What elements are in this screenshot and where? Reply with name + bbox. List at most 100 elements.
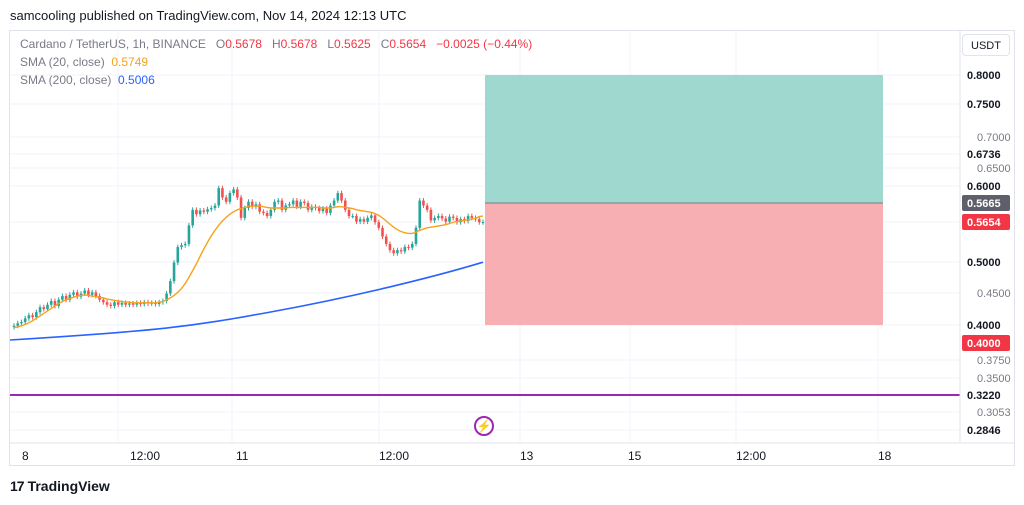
candle-body (247, 201, 250, 208)
candle-body (228, 193, 232, 202)
candle-body (280, 200, 284, 210)
candle-body (455, 217, 459, 223)
candle-body (410, 243, 414, 248)
candle-body (176, 247, 180, 263)
price-badge-bg (962, 387, 1010, 403)
y-tick-label: 0.3053 (977, 407, 1011, 419)
candle-body (477, 219, 481, 223)
price-badge-bg (962, 214, 1010, 230)
candle-body (362, 219, 366, 222)
candle-body (403, 247, 407, 252)
candle-body (232, 189, 235, 194)
candle-body (399, 250, 403, 252)
sma200-line (10, 261, 484, 341)
sma20-line (13, 205, 484, 329)
currency-button[interactable]: USDT (962, 34, 1010, 56)
candle-body (295, 200, 299, 207)
candle-body (429, 209, 433, 221)
candle-body (221, 188, 224, 198)
candle-body (183, 243, 187, 246)
candle-body (470, 216, 474, 218)
candle-body (336, 193, 340, 201)
candle-body (217, 188, 221, 206)
candle-body (49, 300, 53, 305)
candle-body (202, 210, 206, 212)
candle-body (422, 200, 425, 206)
candle-body (373, 215, 377, 223)
change-value: −0.0025 (−0.44%) (436, 37, 533, 51)
candle-body (377, 222, 381, 228)
candle-body (113, 302, 116, 306)
candle-body (105, 302, 109, 305)
candle-body (206, 209, 209, 212)
price-badge-bg (962, 317, 1010, 333)
profit-zone (485, 75, 883, 203)
candle-body (306, 203, 310, 210)
candle-body (109, 304, 113, 306)
price-badge: 0.6736 (967, 149, 1001, 161)
footer-brand: 17 TradingView (10, 478, 110, 494)
x-tick-label: 12:00 (379, 449, 409, 463)
candle-body (224, 197, 228, 202)
open-label: O (215, 37, 226, 51)
candle-body (273, 201, 276, 210)
candle-body (187, 225, 191, 244)
candle-body (340, 193, 343, 201)
price-chart[interactable]: 0.7000 0.6500 0.4500 0.3750 0.3500 0.3053 0.80… (10, 31, 1014, 465)
price-badge-bg (962, 96, 1010, 112)
candle-body (451, 216, 455, 218)
candle-body (265, 212, 269, 217)
candle-body (343, 200, 347, 210)
candle-body (75, 292, 79, 297)
candle-body (102, 299, 105, 303)
candle-body (437, 216, 440, 218)
candle-body (94, 292, 98, 297)
candle-body (31, 315, 34, 318)
price-badge-bg (962, 422, 1010, 438)
lightning-icon[interactable]: ⚡ (474, 416, 494, 436)
candle-body (325, 208, 328, 213)
candle-body (310, 206, 314, 210)
price-badge-bg (962, 254, 1010, 270)
x-tick-label: 12:00 (130, 449, 160, 463)
candle-body (87, 290, 90, 295)
x-tick-label: 12:00 (736, 449, 766, 463)
candle-body (38, 307, 42, 313)
y-tick-label: 0.3750 (977, 355, 1011, 367)
candle-body (116, 302, 120, 305)
y-tick-label: 0.7000 (977, 132, 1011, 144)
candle-body (213, 205, 217, 208)
candle-body (64, 296, 68, 300)
candle-body (481, 222, 485, 223)
candle-body (418, 200, 422, 228)
candle-body (299, 201, 302, 207)
price-badge-bg (962, 146, 1010, 162)
candle-body (20, 322, 23, 324)
sma20-value: 0.5749 (111, 55, 149, 69)
candle-body (425, 205, 429, 210)
symbol-legend: Cardano / TetherUS, 1h, BINANCE O0.5678 … (20, 37, 532, 51)
price-badge: 0.6000 (967, 181, 1001, 193)
candle-body (128, 303, 131, 305)
candle-body (165, 293, 168, 301)
low-label: L (327, 37, 335, 51)
candle-body (332, 200, 336, 206)
candle-body (291, 200, 295, 205)
candle-body (135, 302, 139, 305)
candle-body (198, 210, 202, 215)
candle-body (388, 243, 392, 251)
candle-body (169, 281, 172, 294)
candle-body (16, 323, 20, 326)
price-badge: 0.4000 (967, 338, 1001, 350)
candle-body (157, 302, 161, 305)
candle-body (433, 217, 436, 221)
candle-body (236, 189, 239, 198)
x-tick-label: 11 (236, 449, 249, 463)
price-badge-bg (962, 178, 1010, 194)
candle-body (329, 205, 332, 213)
candle-body (392, 250, 395, 254)
candle-body (90, 292, 94, 295)
candle-body (120, 302, 124, 305)
symbol-name: Cardano / TetherUS, 1h, BINANCE (20, 37, 206, 51)
price-badge: 0.8000 (967, 70, 1001, 82)
